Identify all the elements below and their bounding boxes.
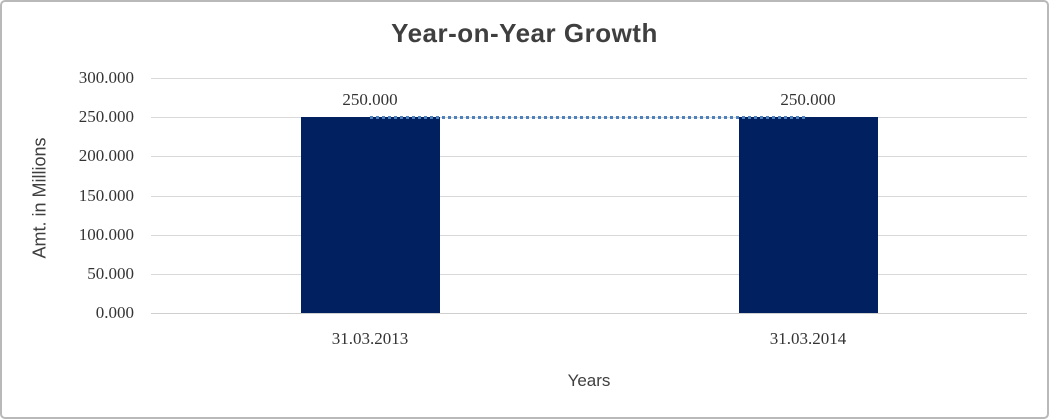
x-axis-title: Years (567, 371, 611, 390)
x-tick-label: 31.03.2013 (331, 329, 409, 348)
y-tick-label: 200.000 (78, 146, 134, 166)
y-tick-label: 150.000 (78, 185, 134, 205)
connector-dotted-line (370, 116, 808, 120)
data-label: 250.000 (342, 90, 398, 110)
y-tick-label: 300.000 (78, 68, 134, 87)
y-tick-label: 50.000 (87, 263, 134, 283)
plot-area: 250.000 250.000 (151, 78, 1027, 314)
data-label: 250.000 (780, 90, 836, 110)
gridline (151, 234, 1027, 236)
bar-31.03.2013 (300, 117, 440, 313)
gridline (151, 195, 1027, 197)
x-axis-tick-labels: 31.03.2013 31.03.2014 (151, 329, 1027, 351)
bar-31.03.2014 (738, 117, 878, 313)
gridline (151, 78, 1027, 79)
gridline (151, 156, 1027, 158)
y-tick-label: 0.000 (95, 303, 134, 322)
y-axis-tick-labels: 0.000 50.000 100.000 150.000 200.000 250.000 3… (2, 68, 134, 322)
chart-title: Year-on-Year Growth (391, 18, 658, 48)
x-axis-line (151, 313, 1027, 314)
y-tick-label: 250.000 (78, 107, 134, 127)
y-tick-label: 100.000 (78, 224, 134, 244)
x-tick-label: 31.03.2014 (769, 329, 847, 348)
gridline (151, 273, 1027, 275)
